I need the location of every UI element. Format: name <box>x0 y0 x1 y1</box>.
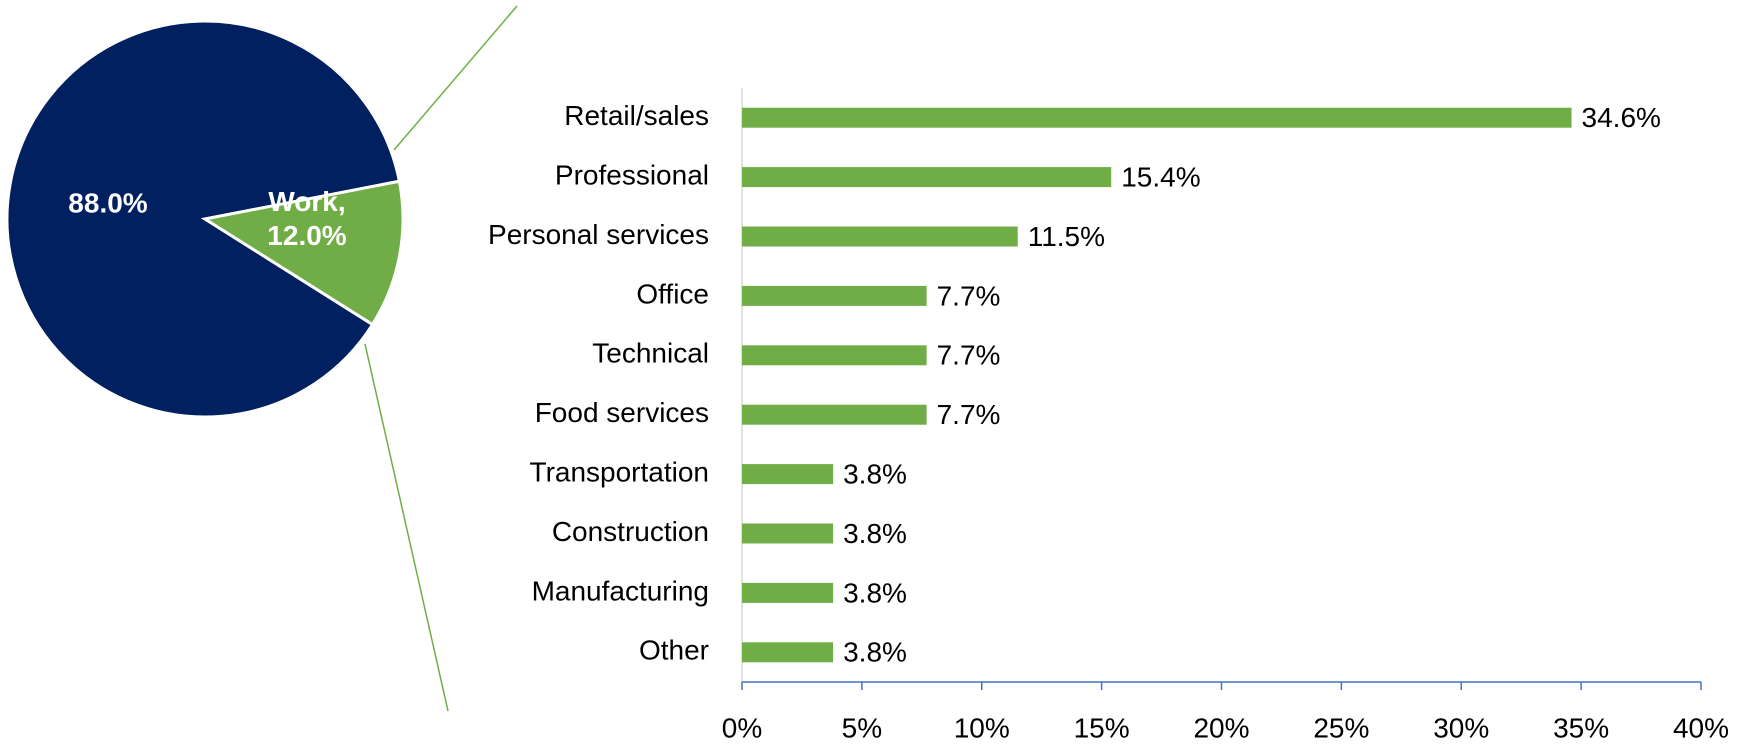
data-label: 7.7% <box>937 280 1001 311</box>
y-tick-label: Office <box>636 278 709 309</box>
y-tick-label: Personal services <box>488 219 709 250</box>
bar <box>742 285 927 306</box>
x-tick-label: 5% <box>842 712 882 743</box>
bar <box>742 464 834 485</box>
bar <box>742 404 927 425</box>
bar <box>742 523 834 544</box>
connector-line <box>364 343 449 712</box>
pie-label: 88.0% <box>68 187 147 218</box>
bar <box>742 582 834 603</box>
data-label: 7.7% <box>937 340 1001 371</box>
data-label: 3.8% <box>843 577 907 608</box>
x-tick-label: 10% <box>954 712 1010 743</box>
data-label: 3.8% <box>843 458 907 489</box>
x-tick-label: 40% <box>1673 712 1729 743</box>
data-label: 7.7% <box>937 399 1001 430</box>
pie-label: Work, 12.0% <box>267 186 346 251</box>
y-tick-label: Construction <box>552 516 709 547</box>
bar <box>742 167 1112 188</box>
y-tick-label: Food services <box>535 397 709 428</box>
x-tick-label: 20% <box>1193 712 1249 743</box>
bar <box>742 345 927 366</box>
x-tick-label: 30% <box>1433 712 1489 743</box>
x-tick-label: 25% <box>1313 712 1369 743</box>
y-tick-label: Technical <box>592 338 709 369</box>
connector-line <box>393 5 518 151</box>
x-tick-label: 0% <box>722 712 762 743</box>
data-label: 15.4% <box>1121 161 1200 192</box>
data-label: 11.5% <box>1028 221 1105 252</box>
data-label: 34.6% <box>1582 102 1661 133</box>
y-tick-label: Professional <box>555 159 709 190</box>
y-tick-label: Transportation <box>530 456 710 487</box>
x-tick-label: 35% <box>1553 712 1609 743</box>
bar <box>742 642 834 663</box>
data-label: 3.8% <box>843 637 907 668</box>
y-tick-label: Retail/sales <box>564 100 709 131</box>
x-tick-label: 15% <box>1074 712 1130 743</box>
bar <box>742 226 1018 247</box>
y-tick-label: Manufacturing <box>532 575 709 606</box>
bar <box>742 107 1572 128</box>
data-label: 3.8% <box>843 518 907 549</box>
pie-slice <box>200 179 405 327</box>
y-tick-label: Other <box>639 635 709 666</box>
